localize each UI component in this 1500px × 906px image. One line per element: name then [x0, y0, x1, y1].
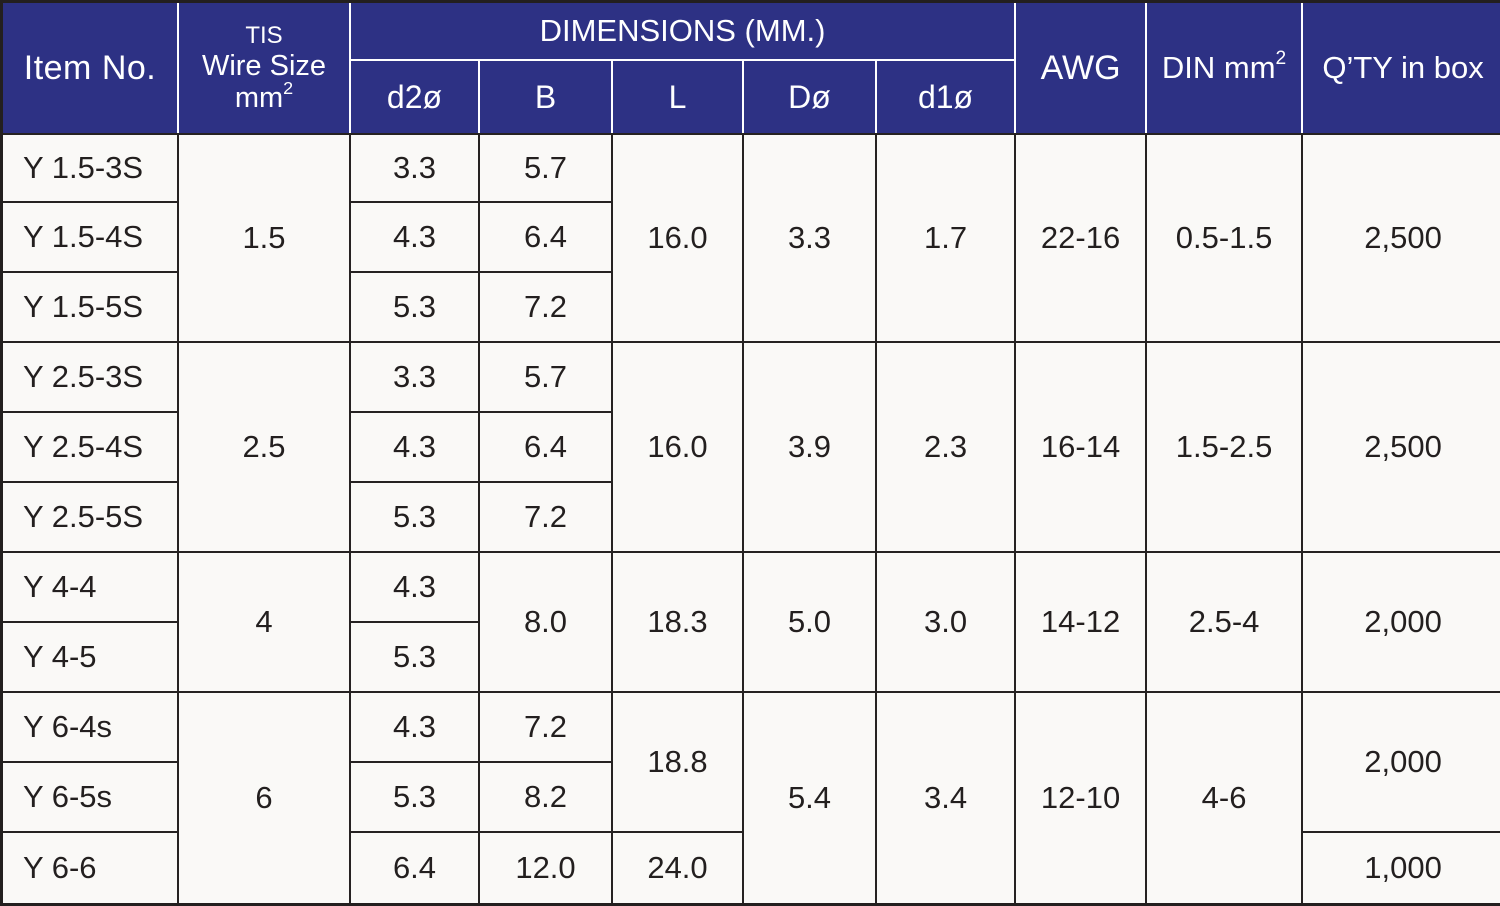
cell-d2: 3.3 — [351, 343, 480, 413]
cell-b: 7.2 — [480, 273, 613, 343]
cell-l: 16.0 — [613, 343, 744, 553]
cell-qty: 2,000 — [1303, 693, 1500, 833]
cell-d2: 4.3 — [351, 553, 480, 623]
header-tis-line2: Wire Size mm2 — [201, 50, 327, 114]
cell-item: Y 6-5s — [3, 763, 179, 833]
cell-d1: 3.0 — [877, 553, 1017, 693]
cell-d: 3.9 — [744, 343, 877, 553]
cell-din: 4-6 — [1147, 693, 1304, 903]
header-item-no: Item No. — [3, 3, 179, 133]
header-awg: AWG — [1016, 3, 1148, 133]
table-header: Item No. TIS Wire Size mm2 DIMENSIONS (M… — [3, 3, 1500, 133]
header-din-superscript: 2 — [1275, 47, 1287, 69]
header-d-diameter: Dø — [744, 61, 877, 133]
header-d2-diameter: d2ø — [351, 61, 480, 133]
cell-awg: 12-10 — [1016, 693, 1148, 903]
cell-d: 5.4 — [744, 693, 877, 903]
cell-d2: 4.3 — [351, 203, 480, 273]
cell-awg: 16-14 — [1016, 343, 1148, 553]
header-d1-diameter: d1ø — [877, 61, 1017, 133]
cell-b: 5.7 — [480, 133, 613, 203]
cell-din: 0.5-1.5 — [1147, 133, 1304, 343]
table-row: Y 4-5 5.3 — [3, 623, 1500, 693]
cell-d: 3.3 — [744, 133, 877, 343]
table-row: Y 1.5-4S 4.3 6.4 — [3, 203, 1500, 273]
table-row: Y 1.5-3S 1.5 3.3 5.7 16.0 3.3 1.7 22-16 0.5-1.5 2… — [3, 133, 1500, 343]
cell-din: 2.5-4 — [1147, 553, 1304, 693]
cell-d2: 5.3 — [351, 273, 480, 343]
cell-item: Y 4-4 — [3, 553, 179, 623]
cell-d2: 6.4 — [351, 833, 480, 903]
cell-b: 8.2 — [480, 763, 613, 833]
cell-awg: 14-12 — [1016, 553, 1148, 693]
cell-awg: 22-16 — [1016, 133, 1148, 343]
header-tis-wire-size: TIS Wire Size mm2 — [179, 3, 351, 133]
cell-b: 7.2 — [480, 693, 613, 763]
cell-d2: 3.3 — [351, 133, 480, 203]
terminal-spec-table: Item No. TIS Wire Size mm2 DIMENSIONS (M… — [3, 3, 1500, 903]
cell-item: Y 1.5-4S — [3, 203, 179, 273]
table-row: Y 2.5-5S 5.3 7.2 — [3, 483, 1500, 553]
cell-qty: 2,500 — [1303, 133, 1500, 343]
cell-item: Y 6-6 — [3, 833, 179, 903]
table-row: Y 4-4 4 4.3 8.0 18.3 5.0 3.0 14-12 2.5-4 2,000 — [3, 553, 1500, 693]
table-row: Y 1.5-5S 5.3 7.2 — [3, 273, 1500, 343]
cell-tis: 2.5 — [179, 343, 351, 553]
cell-d2: 4.3 — [351, 413, 480, 483]
cell-qty: 1,000 — [1303, 833, 1500, 903]
table-body: Y 1.5-3S 1.5 3.3 5.7 16.0 3.3 1.7 22-16 0.5-1.5 2… — [3, 133, 1500, 903]
header-qty-in-box: Q’TY in box — [1303, 3, 1500, 133]
cell-item: Y 6-4s — [3, 693, 179, 763]
header-tis-superscript: 2 — [283, 77, 294, 98]
cell-item: Y 2.5-3S — [3, 343, 179, 413]
cell-item: Y 2.5-4S — [3, 413, 179, 483]
cell-b: 6.4 — [480, 203, 613, 273]
header-dimensions: DIMENSIONS (MM.) — [351, 3, 1017, 61]
cell-l: 18.8 — [613, 693, 744, 833]
table-row: Y 2.5-3S 2.5 3.3 5.7 16.0 3.9 2.3 16-14 1.5-2.5 2… — [3, 343, 1500, 553]
cell-d1: 1.7 — [877, 133, 1017, 343]
cell-item: Y 2.5-5S — [3, 483, 179, 553]
cell-qty: 2,500 — [1303, 343, 1500, 553]
header-din: DIN mm2 — [1147, 3, 1304, 133]
header-l: L — [613, 61, 744, 133]
cell-l: 16.0 — [613, 133, 744, 343]
cell-l: 24.0 — [613, 833, 744, 903]
cell-d1: 2.3 — [877, 343, 1017, 553]
cell-d2: 4.3 — [351, 693, 480, 763]
table-row: Y 6-6 6.4 12.0 24.0 1,000 — [3, 833, 1500, 903]
cell-item: Y 1.5-3S — [3, 133, 179, 203]
cell-d2: 5.3 — [351, 623, 480, 693]
header-tis-line1: TIS — [245, 22, 283, 49]
cell-tis: 4 — [179, 553, 351, 693]
table-row: Y 2.5-4S 4.3 6.4 — [3, 413, 1500, 483]
cell-b: 8.0 — [480, 553, 613, 693]
table-row: Y 6-5s 5.3 8.2 — [3, 763, 1500, 833]
cell-l: 18.3 — [613, 553, 744, 693]
cell-d: 5.0 — [744, 553, 877, 693]
table-row: Y 6-4s 6 4.3 7.2 18.8 5.4 3.4 12-10 4-6 2,000 — [3, 693, 1500, 903]
cell-b: 5.7 — [480, 343, 613, 413]
cell-qty: 2,000 — [1303, 553, 1500, 693]
cell-item: Y 1.5-5S — [3, 273, 179, 343]
cell-d2: 5.3 — [351, 763, 480, 833]
cell-b: 7.2 — [480, 483, 613, 553]
cell-b: 12.0 — [480, 833, 613, 903]
cell-din: 1.5-2.5 — [1147, 343, 1304, 553]
header-b: B — [480, 61, 613, 133]
cell-d2: 5.3 — [351, 483, 480, 553]
cell-tis: 1.5 — [179, 133, 351, 343]
cell-tis: 6 — [179, 693, 351, 903]
cell-b: 6.4 — [480, 413, 613, 483]
cell-item: Y 4-5 — [3, 623, 179, 693]
cell-d1: 3.4 — [877, 693, 1017, 903]
